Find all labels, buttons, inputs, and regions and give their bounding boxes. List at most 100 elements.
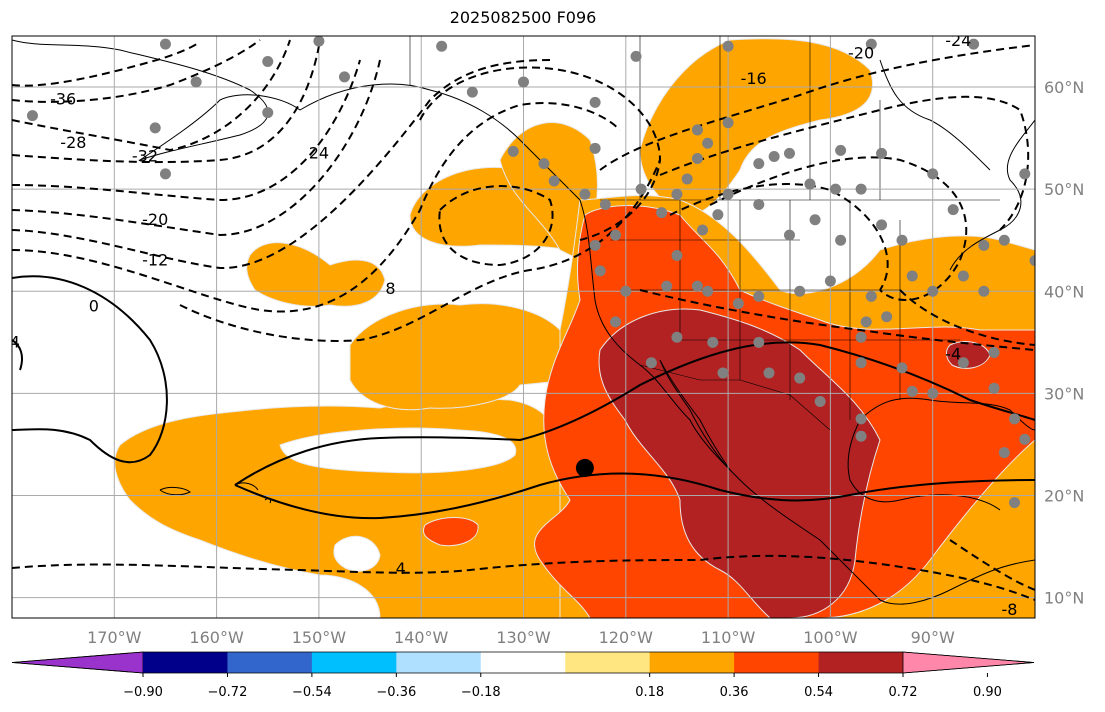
station-dot [697,224,709,236]
station-dot [763,367,775,379]
longitude-tick-labels: 170°W 160°W 150°W 140°W 130°W 120°W 110°W 100°W… [87,628,955,647]
hole-subtropical [279,427,517,474]
station-dot [635,183,647,195]
station-markers [26,36,1035,509]
contour-alaska-inner [438,185,554,267]
border-states-v1 [679,200,901,420]
colorbar-tick-label: −0.36 [376,685,416,700]
station-dot [610,229,622,241]
colorbar-tick-label: −0.72 [208,685,248,700]
colorbar-segment [396,652,482,673]
station-dot [717,367,729,379]
station-dot [671,250,683,262]
lat-tick-label: 30°N [1044,384,1084,403]
station-dot [978,285,990,297]
station-dot [947,204,959,216]
contour-minus-12 [12,59,551,270]
station-dot [722,117,734,129]
colorbar-segment [311,652,397,673]
coast-west [579,199,1035,605]
colorbar-segment [565,652,651,673]
station-dot [968,38,980,50]
station-dot [783,147,795,159]
colorbar-max-extend [902,651,1035,674]
station-dot [436,40,448,52]
station-dot [589,142,601,154]
station-dot [671,188,683,200]
station-dot [835,234,847,246]
coast-east-canada [949,119,1035,271]
station-dot [835,144,847,156]
lon-tick-label: 170°W [87,628,142,647]
colorbar-tick-label: −0.18 [461,685,501,700]
station-dot [809,214,821,226]
station-dot [860,316,872,328]
lat-tick-label: 20°N [1044,486,1084,505]
station-dot [988,347,1000,359]
station-dot [722,40,734,52]
station-dot [610,316,622,328]
lon-tick-label: 120°W [599,628,654,647]
station-dot [645,357,657,369]
station-dot [927,168,939,180]
station-dot [998,234,1010,246]
contour-ne-e [899,289,1035,346]
station-dot [855,183,867,195]
station-dot [876,147,888,159]
lon-tick-label: 100°W [803,628,858,647]
station-dot [896,234,908,246]
station-dot [855,430,867,442]
station-dot [753,290,765,302]
lat-tick-label: 40°N [1044,282,1084,301]
lon-tick-label: 110°W [701,628,756,647]
station-dot [1009,497,1021,509]
station-dot [814,396,826,408]
map-area: -36 -28 -32 24 -20 -12 8 0 -4 4 -16 -20 -24 -4 -8 [4,36,1035,619]
station-dot [753,336,765,348]
border-canada-prov [639,36,881,200]
station-dot [1019,433,1031,445]
station-dot [702,285,714,297]
station-dot [896,362,908,374]
station-dot [594,265,606,277]
contour-label: -4 [4,332,20,351]
coast-hudson [879,59,991,171]
station-dot [998,447,1010,459]
contour-minus-24 [12,39,321,164]
contour-label: -16 [741,69,767,88]
station-dot [313,36,325,47]
station-dot [589,96,601,108]
contour-zero-band-south [234,472,1035,520]
station-dot [988,382,1000,394]
coast-alaska [12,39,581,201]
contours-dashed [12,39,1035,601]
political-borders [409,36,1000,431]
colorbar-segment [143,652,228,673]
contour-minus-4 [179,159,661,342]
hole-south [333,535,381,572]
station-dot [548,175,560,187]
contour-label: 4 [396,559,406,578]
station-dot [978,239,990,251]
contour-minus-36 [12,41,201,87]
station-dot [1029,255,1035,267]
colorbar-segment [649,652,735,673]
station-dot [906,385,918,397]
station-dot [26,110,38,122]
station-dot [681,173,693,185]
station-dot [957,270,969,282]
contour-alaska-loop [419,66,662,241]
coast-gulf [847,397,1035,503]
latitude-tick-labels: 10°N 20°N 30°N 40°N 50°N 60°N [1044,78,1084,608]
colorbar-segment [480,652,566,673]
colorbar-tick-label: −0.54 [292,685,332,700]
shading-darkred-ne [946,341,991,369]
station-dot [1009,413,1021,425]
station-dot [876,219,888,231]
lat-tick-label: 60°N [1044,78,1084,97]
contour-label: 24 [309,143,329,162]
lon-tick-label: 140°W [394,628,449,647]
contour-label: -8 [1001,600,1017,619]
station-dot [865,38,877,50]
colorbar: −0.90 −0.72 −0.54 −0.36 −0.18 0.18 0.36 0.54 0.7… [11,651,1035,700]
